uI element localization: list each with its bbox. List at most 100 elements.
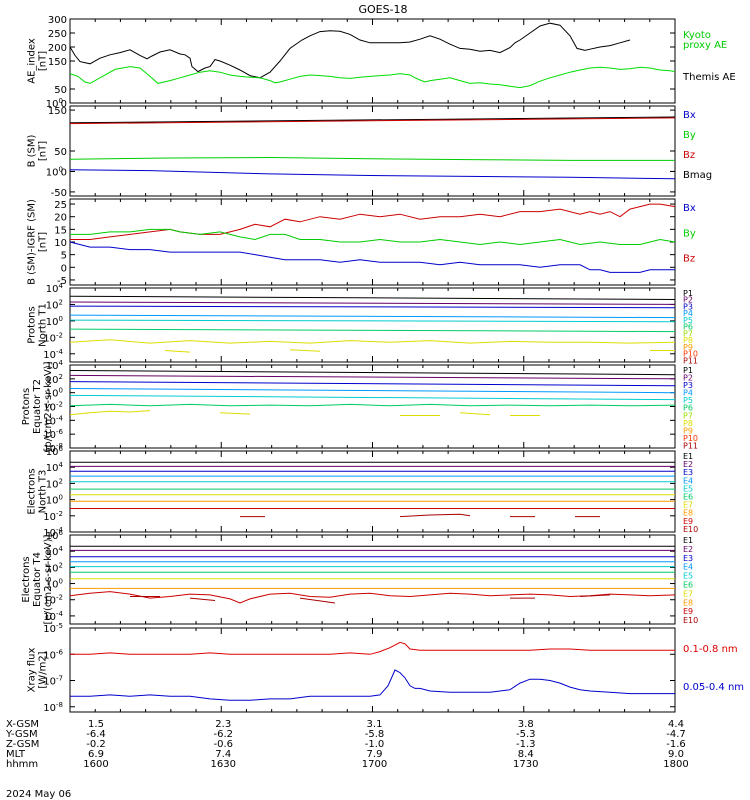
orbit-cell: 3.8 [518,719,534,730]
y-axis-label: ProtonsEquator T2[p/(cm2-s-sr-keV)] [21,361,54,451]
series-line [69,388,676,394]
orbit-cell: 8.4 [518,749,534,760]
y-tick-label: 104 [46,359,64,372]
legend-entry: proxy AE [683,40,727,51]
series-line [69,301,676,305]
legend-entry: P11 [683,441,698,450]
orbit-cell: -1.3 [516,739,536,750]
orbit-cell: -6.2 [213,729,233,740]
legend-entry: 0.1-0.8 nm [683,644,738,655]
orbit-cell: -0.6 [213,739,233,750]
series-line [219,412,251,415]
orbit-cell: 2.3 [215,719,231,730]
legend-entry: 0.05-0.4 nm [683,682,744,693]
y-axis-label: ProtonsNorth T1 [27,303,49,347]
panel-frame [69,450,676,533]
orbit-row-label: Z-GSM [6,739,39,750]
y-axis-label: B (SM)[nT] [27,134,49,167]
series-line [70,228,676,246]
legend-entry: P4 [683,309,693,318]
series-line [69,117,676,125]
y-tick-label: 102 [46,561,63,574]
legend-entry: Bmag [683,170,712,181]
y-axis-label: Xray flux[W/m2] [27,648,49,693]
legend-entry: E3 [683,468,693,477]
y-tick-label: 150 [48,106,67,117]
legend-entry: P1 [683,289,693,298]
legend-entry: P2 [683,374,693,383]
orbit-cell: -1.6 [666,739,686,750]
legend-entry: E8 [683,598,693,607]
y-axis-label: ElectronsNorth T3 [27,468,49,514]
orbit-row-label: MLT [6,749,26,760]
y-tick-label: 10-2 [43,401,63,414]
legend-entry: P7 [683,329,693,338]
legend-entry: E7 [683,589,693,598]
legend-entry: E10 [683,616,698,625]
legend-entry: Bx [683,203,696,214]
series-line [164,350,191,353]
legend-entry: P3 [683,381,693,390]
y-axis-label: AE_index[nT] [27,38,49,84]
series-line [70,203,676,240]
panel-pe: 10-810-610-410-2100102104ProtonsEquator … [21,359,698,455]
orbit-cell: -0.2 [86,739,106,750]
series-line [69,591,676,604]
y-tick-label: 15 [54,225,67,236]
y-tick-label: 150 [48,57,67,68]
y-tick-label: 300 [48,15,67,26]
legend-entry: E1 [683,452,693,461]
y-tick-label: 106 [46,529,64,542]
y-tick-label: 10-2 [43,510,63,523]
date-label: 2024 May 06 [6,789,71,800]
panels-group: 050100150200250300AE_index[nT]Kyotoproxy… [21,15,744,714]
y-tick-label: 104 [46,282,64,295]
series-line [69,66,676,89]
legend-entry: E10 [683,525,698,534]
legend-entry: P8 [683,419,693,428]
y-tick-label: 100 [46,165,63,178]
legend-entry: E9 [683,517,693,526]
orbit-cell: -1.0 [365,739,385,750]
y-tick-label: 100 [46,494,63,507]
orbit-cell: -5.3 [516,729,536,740]
orbit-cell: 1730 [513,759,538,770]
legend-entry: Themis AE [682,72,736,83]
y-tick-label: 106 [46,445,64,458]
legend-entry: P9 [683,426,693,435]
series-line [69,370,676,376]
series-line [289,349,321,352]
series-line [69,319,676,323]
legend-entry: E4 [683,563,693,572]
legend-entry: E5 [683,484,693,493]
y-tick-label: 5 [61,251,67,262]
orbit-cell: -4.7 [666,729,686,740]
series-line [69,394,676,401]
y-tick-label: 10-4 [43,414,63,427]
orbit-cell: 7.4 [215,749,231,760]
orbit-cell: 7.9 [367,749,383,760]
series-line [69,328,676,333]
y-tick-label: 10-2 [43,331,63,344]
orbit-row-label: hhmm [6,759,38,770]
orbit-cell: 1630 [211,759,236,770]
legend-entry: By [683,228,696,239]
orbit-cell: 1600 [83,759,108,770]
y-tick-label: 10-6 [43,648,63,661]
y-tick-label: 10-2 [43,594,63,607]
orbit-cell: 4.4 [668,719,684,730]
legend-entry: P11 [683,356,698,365]
y-tick-label: 10-7 [43,675,63,688]
panel-frame [69,627,676,713]
series-line [69,381,676,387]
legend-entry: E2 [683,545,693,554]
y-tick-label: 100 [46,387,63,400]
y-tick-label: 10-4 [43,610,63,623]
series-line [69,305,676,309]
legend-entry: P6 [683,323,693,332]
